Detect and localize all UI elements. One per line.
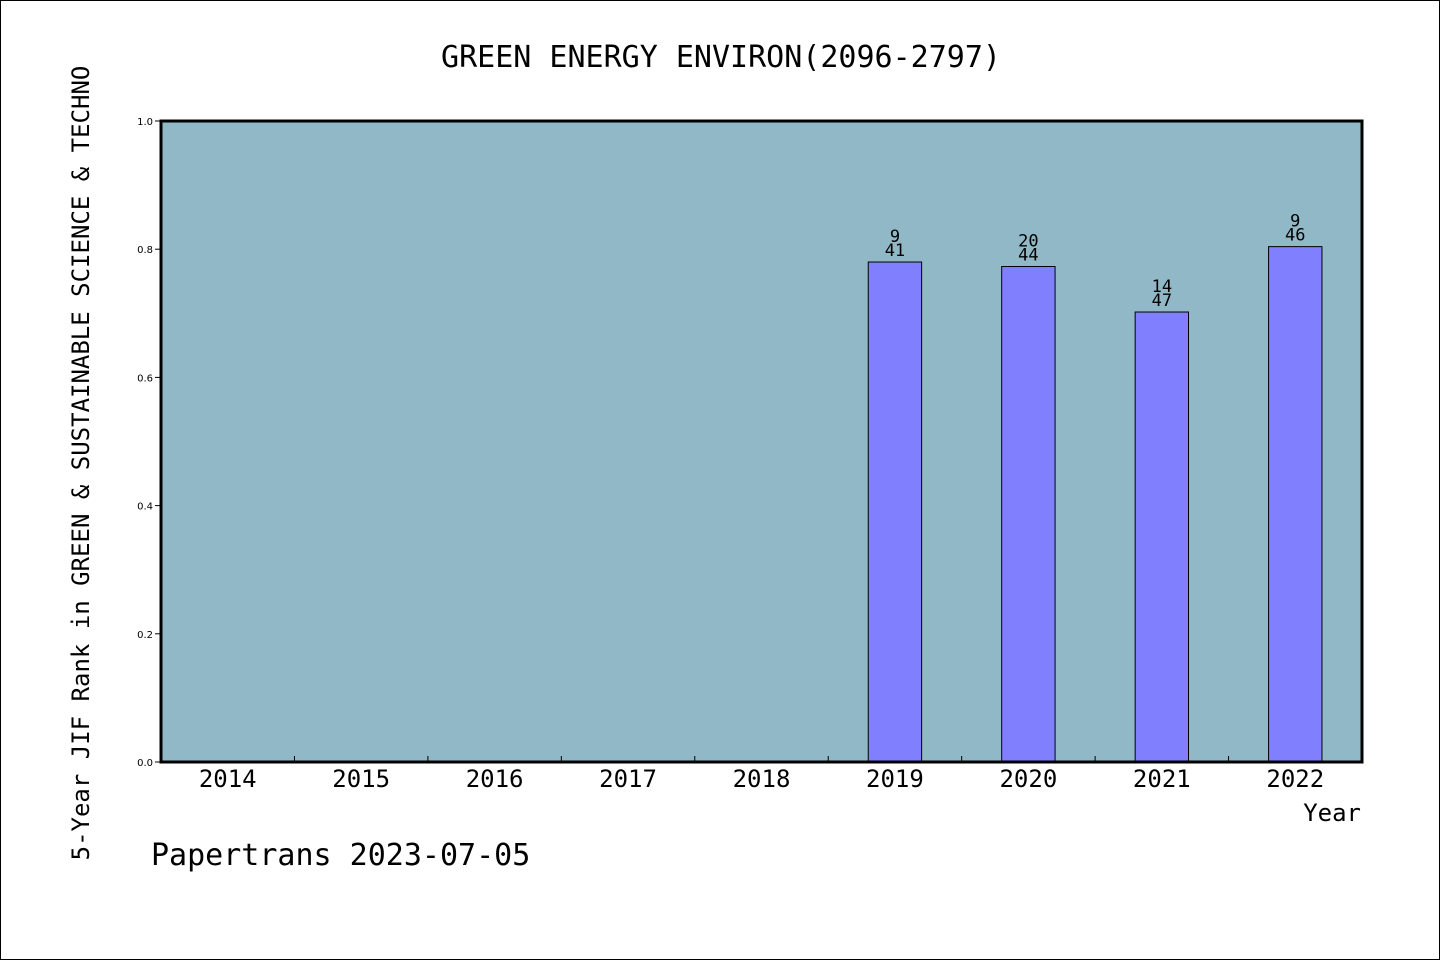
bar-rank-label: 20 <box>1018 232 1038 252</box>
x-tick-label: 2015 <box>332 765 390 793</box>
x-tick-label: 2018 <box>733 765 791 793</box>
y-axis-ticks: 0.0 0.2 0.4 0.6 0.8 1.0 <box>137 117 161 769</box>
chart-title: GREEN ENERGY ENVIRON(2096-2797) <box>441 40 1001 75</box>
footer-text: Papertrans 2023-07-05 <box>151 838 530 873</box>
y-axis-label: 5-Year JIF Rank in GREEN & SUSTAINABLE S… <box>67 66 95 861</box>
bar <box>1001 266 1056 763</box>
bar-total-label: 46 <box>1285 226 1305 246</box>
bar-rank-label: 9 <box>1290 212 1300 232</box>
bar-total-label: 44 <box>1018 246 1038 266</box>
bar <box>1134 311 1190 763</box>
plot-frame <box>159 119 1364 764</box>
y-tick-label: 0.0 <box>137 758 153 769</box>
bar-total-label: 47 <box>1152 291 1172 311</box>
bars <box>867 246 1323 763</box>
y-tick-label: 0.2 <box>137 630 153 641</box>
x-tick-label: 2016 <box>466 765 524 793</box>
y-tick-label: 0.8 <box>137 245 153 256</box>
x-tick-label: 2021 <box>1133 765 1191 793</box>
bar-rank-label: 14 <box>1152 277 1172 297</box>
y-tick-label: 0.6 <box>137 373 153 384</box>
x-tick-label: 2022 <box>1266 765 1324 793</box>
bar <box>867 261 923 763</box>
x-tick-label: 2017 <box>599 765 657 793</box>
x-tick-label: 2014 <box>199 765 257 793</box>
x-axis-ticks: 2014 2015 2016 2017 2018 2019 2020 2021 2022 <box>199 756 1324 793</box>
x-tick-label: 2020 <box>999 765 1057 793</box>
bar <box>1268 246 1323 763</box>
x-tick-label: 2019 <box>866 765 924 793</box>
bar-rank-label: 9 <box>890 227 900 247</box>
bar-total-label: 41 <box>885 241 905 261</box>
x-axis-label: Year <box>1303 799 1361 827</box>
y-tick-label: 0.4 <box>137 502 153 513</box>
y-tick-label: 1.0 <box>137 117 153 128</box>
